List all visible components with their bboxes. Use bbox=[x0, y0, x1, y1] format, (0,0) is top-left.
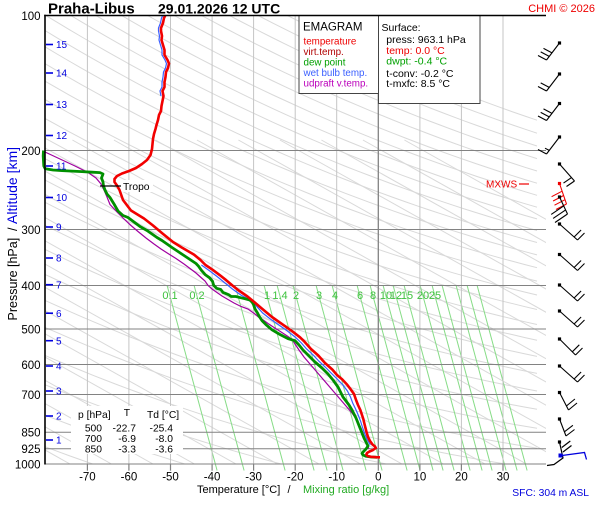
svg-text:temperature: temperature bbox=[304, 37, 357, 48]
svg-text:5: 5 bbox=[56, 336, 62, 347]
svg-text:29.01.2026 12 UTC: 29.01.2026 12 UTC bbox=[158, 1, 280, 17]
svg-text:1000: 1000 bbox=[15, 459, 41, 471]
svg-text:-6.9: -6.9 bbox=[118, 434, 136, 445]
svg-text:Pressure [hPa]: Pressure [hPa] bbox=[6, 238, 20, 321]
svg-text:6: 6 bbox=[56, 309, 62, 320]
svg-text:4: 4 bbox=[56, 362, 62, 373]
svg-text:1: 1 bbox=[264, 290, 270, 302]
svg-text:-22.7: -22.7 bbox=[113, 424, 137, 435]
svg-text:25: 25 bbox=[429, 290, 441, 302]
svg-text:2: 2 bbox=[293, 290, 299, 302]
svg-text:3: 3 bbox=[316, 290, 322, 302]
svg-text:/: / bbox=[6, 227, 20, 231]
svg-text:12: 12 bbox=[390, 290, 402, 302]
svg-text:-40: -40 bbox=[204, 472, 221, 484]
svg-text:-30: -30 bbox=[245, 472, 262, 484]
svg-text:Td [°C]: Td [°C] bbox=[147, 410, 179, 421]
svg-text:500: 500 bbox=[85, 424, 102, 435]
svg-text:600: 600 bbox=[21, 360, 40, 372]
svg-text:wet bulb temp.: wet bulb temp. bbox=[303, 68, 368, 79]
svg-text:t-mxfc: 8.5 °C: t-mxfc: 8.5 °C bbox=[386, 78, 450, 90]
svg-text:-8.0: -8.0 bbox=[155, 434, 173, 445]
svg-text:10: 10 bbox=[413, 472, 426, 484]
svg-text:925: 925 bbox=[21, 444, 40, 456]
svg-text:-3.6: -3.6 bbox=[155, 445, 173, 456]
svg-text:-10: -10 bbox=[328, 472, 345, 484]
svg-text:20: 20 bbox=[455, 472, 468, 484]
svg-text:MXWS: MXWS bbox=[486, 180, 517, 191]
svg-text:850: 850 bbox=[85, 445, 102, 456]
svg-text:dwpt: -0.4 °C: dwpt: -0.4 °C bbox=[386, 56, 447, 68]
svg-text:Temperature [°C]: Temperature [°C] bbox=[197, 484, 280, 496]
svg-text:0.2: 0.2 bbox=[189, 290, 204, 302]
svg-text:t-conv: -0.2 °C: t-conv: -0.2 °C bbox=[386, 68, 454, 80]
svg-text:3: 3 bbox=[56, 387, 62, 398]
svg-text:700: 700 bbox=[85, 434, 102, 445]
svg-text:temp: 0.0 °C: temp: 0.0 °C bbox=[386, 45, 445, 57]
svg-text:15: 15 bbox=[401, 290, 413, 302]
svg-text:CHMI © 2026: CHMI © 2026 bbox=[528, 3, 595, 15]
svg-text:T: T bbox=[124, 408, 131, 419]
svg-text:400: 400 bbox=[21, 281, 40, 293]
svg-text:Mixing ratio [g/kg]: Mixing ratio [g/kg] bbox=[303, 484, 389, 496]
svg-text:100: 100 bbox=[21, 11, 40, 23]
svg-text:1: 1 bbox=[56, 436, 62, 447]
svg-text:4: 4 bbox=[332, 290, 338, 302]
svg-text:2: 2 bbox=[56, 412, 62, 423]
svg-text:850: 850 bbox=[21, 428, 40, 440]
svg-text:10: 10 bbox=[380, 290, 392, 302]
svg-text:-70: -70 bbox=[79, 472, 96, 484]
svg-text:SFC: 304 m ASL: SFC: 304 m ASL bbox=[512, 488, 589, 499]
svg-text:9: 9 bbox=[56, 223, 62, 234]
svg-text:500: 500 bbox=[21, 324, 40, 336]
svg-text:11: 11 bbox=[56, 162, 67, 173]
svg-text:dew point: dew point bbox=[304, 58, 346, 69]
svg-text:Surface:: Surface: bbox=[382, 22, 421, 34]
svg-text:-20: -20 bbox=[287, 472, 304, 484]
svg-text:-25.4: -25.4 bbox=[150, 424, 174, 435]
svg-text:EMAGRAM: EMAGRAM bbox=[303, 21, 362, 33]
svg-text:p [hPa]: p [hPa] bbox=[78, 410, 111, 421]
svg-text:press: 963.1 hPa: press: 963.1 hPa bbox=[386, 34, 466, 46]
svg-text:300: 300 bbox=[21, 225, 40, 237]
svg-text:30: 30 bbox=[497, 472, 510, 484]
svg-text:15: 15 bbox=[56, 40, 68, 51]
svg-text:12: 12 bbox=[56, 131, 68, 142]
svg-text:7: 7 bbox=[56, 280, 62, 291]
svg-text:700: 700 bbox=[21, 390, 40, 402]
svg-text:8: 8 bbox=[370, 290, 376, 302]
svg-text:virt.temp.: virt.temp. bbox=[304, 47, 344, 58]
svg-text:Tropo: Tropo bbox=[123, 182, 150, 193]
svg-text:10: 10 bbox=[56, 193, 68, 204]
svg-text:udpraft v.temp.: udpraft v.temp. bbox=[304, 79, 369, 90]
svg-text:14: 14 bbox=[56, 69, 68, 80]
svg-text:-60: -60 bbox=[121, 472, 138, 484]
svg-text:6: 6 bbox=[357, 290, 363, 302]
svg-text:Praha-Libus: Praha-Libus bbox=[48, 1, 135, 18]
svg-text:20: 20 bbox=[417, 290, 429, 302]
svg-text:13: 13 bbox=[56, 100, 68, 111]
svg-text:1.4: 1.4 bbox=[272, 290, 287, 302]
svg-text:8: 8 bbox=[56, 254, 62, 265]
svg-text:Altitude [km]: Altitude [km] bbox=[4, 147, 20, 224]
svg-text:-50: -50 bbox=[162, 472, 179, 484]
svg-text:0: 0 bbox=[375, 472, 381, 484]
svg-text:/: / bbox=[288, 484, 292, 496]
svg-text:-3.3: -3.3 bbox=[118, 445, 136, 456]
svg-text:0.1: 0.1 bbox=[162, 290, 177, 302]
svg-text:200: 200 bbox=[21, 146, 40, 158]
